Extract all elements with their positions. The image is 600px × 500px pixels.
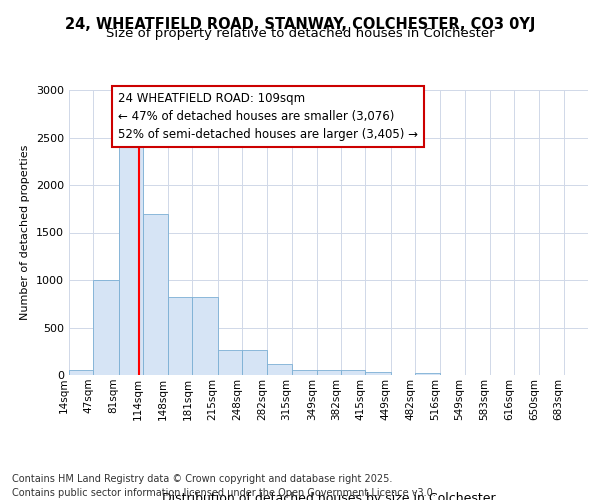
Text: 24, WHEATFIELD ROAD, STANWAY, COLCHESTER, CO3 0YJ: 24, WHEATFIELD ROAD, STANWAY, COLCHESTER… xyxy=(65,18,535,32)
Bar xyxy=(69,370,94,375)
Text: Size of property relative to detached houses in Colchester: Size of property relative to detached ho… xyxy=(106,28,494,40)
Bar xyxy=(341,370,365,375)
Bar xyxy=(119,138,143,375)
X-axis label: Distribution of detached houses by size in Colchester: Distribution of detached houses by size … xyxy=(161,492,496,500)
Bar xyxy=(168,296,193,375)
Bar xyxy=(94,280,119,375)
Text: 24 WHEATFIELD ROAD: 109sqm
← 47% of detached houses are smaller (3,076)
52% of s: 24 WHEATFIELD ROAD: 109sqm ← 47% of deta… xyxy=(118,92,418,141)
Bar xyxy=(317,370,341,375)
Bar xyxy=(143,214,168,375)
Bar xyxy=(267,364,292,375)
Text: Contains HM Land Registry data © Crown copyright and database right 2025.
Contai: Contains HM Land Registry data © Crown c… xyxy=(12,474,436,498)
Bar xyxy=(193,296,218,375)
Bar xyxy=(292,370,317,375)
Bar xyxy=(242,350,267,375)
Bar xyxy=(415,372,440,375)
Bar xyxy=(365,372,391,375)
Bar xyxy=(218,350,242,375)
Y-axis label: Number of detached properties: Number of detached properties xyxy=(20,145,31,320)
